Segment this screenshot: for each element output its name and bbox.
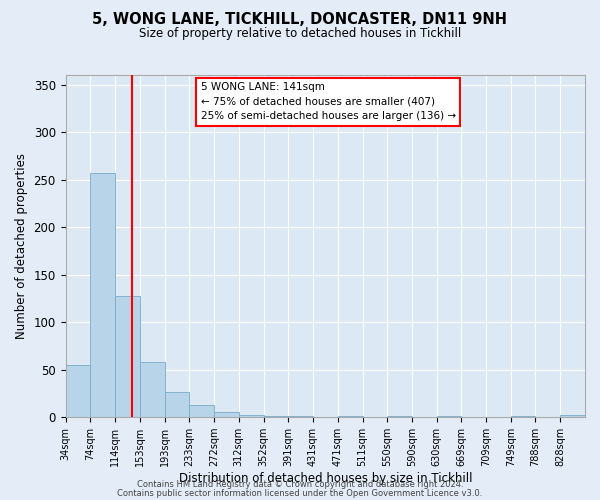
Bar (214, 412, 239, 417)
Bar (190, 405, 214, 417)
Bar (511, 416, 535, 417)
Text: 5 WONG LANE: 141sqm
← 75% of detached houses are smaller (407)
25% of semi-detac: 5 WONG LANE: 141sqm ← 75% of detached ho… (200, 82, 456, 122)
Text: Size of property relative to detached houses in Tickhill: Size of property relative to detached ho… (139, 28, 461, 40)
Bar (65, 365, 91, 417)
X-axis label: Distribution of detached houses by size in Tickhill: Distribution of detached houses by size … (179, 472, 472, 485)
Bar (387, 416, 412, 417)
Bar (239, 416, 263, 417)
Bar (288, 416, 313, 417)
Y-axis label: Number of detached properties: Number of detached properties (15, 153, 28, 339)
Bar (115, 296, 140, 417)
Bar (140, 362, 164, 417)
Text: Contains public sector information licensed under the Open Government Licence v3: Contains public sector information licen… (118, 489, 482, 498)
Bar (263, 416, 288, 417)
Bar (164, 392, 190, 417)
Text: Contains HM Land Registry data © Crown copyright and database right 2024.: Contains HM Land Registry data © Crown c… (137, 480, 463, 489)
Text: 5, WONG LANE, TICKHILL, DONCASTER, DN11 9NH: 5, WONG LANE, TICKHILL, DONCASTER, DN11 … (92, 12, 508, 28)
Bar (560, 416, 585, 417)
Bar (338, 416, 362, 417)
Bar (91, 173, 115, 417)
Bar (437, 416, 461, 417)
